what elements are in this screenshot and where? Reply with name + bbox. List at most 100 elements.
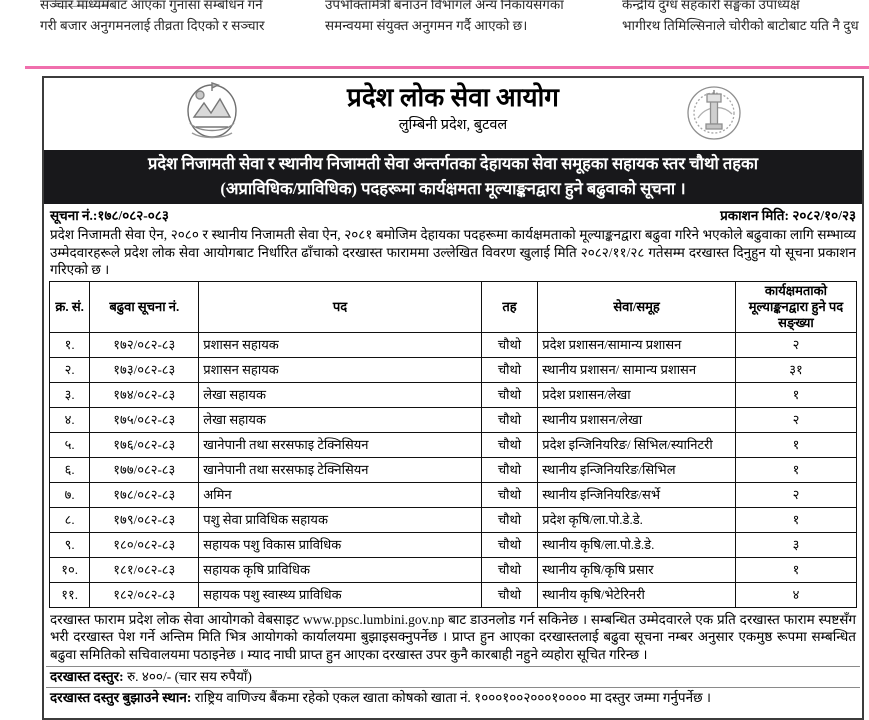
nepal-emblem-icon [187, 82, 237, 139]
newspaper-column-3: केन्द्रीय दुग्ध सहकारी सङ्घका उपाध्यक्ष … [622, 0, 869, 36]
notice-title-line1: प्रदेश निजामती सेवा र स्थानीय निजामती से… [147, 154, 759, 173]
table-row: ९. १८०/०८२-८३ सहायक पशु विकास प्राविधिक चौथ… [48, 531, 858, 558]
table-cell: २ [734, 481, 858, 508]
newspaper-text: गरी बजार अनुगमनलाई तीव्रता दिएको र सञ्चा… [40, 18, 265, 33]
table-cell: ५. [48, 431, 91, 458]
table-cell: चौथो [480, 431, 539, 458]
table-row: १०. १८१/०८२-८३ सहायक कृषि प्राविधिक चौथो स्थ… [48, 556, 858, 583]
table-cell: १७६/०८२-८३ [89, 431, 200, 458]
payment-value: राष्ट्रिय वाणिज्य बैंकमा रहेको एकल खाता … [191, 689, 712, 705]
table-row: ४. १७५/०८२-८३ लेखा सहायक चौथो स्थानीय प्रशास… [48, 406, 858, 433]
notice-number: सूचना नं.:१७८/०८२-०८३ [50, 208, 169, 223]
newspaper-text: भागीरथ तिमिल्सिनाले चोरीको बाटोबाट यति न… [622, 18, 859, 33]
payment-location-line: दरखास्त दस्तुर बुझाउने स्थान: राष्ट्रिय … [44, 688, 862, 708]
table-cell: ३. [48, 381, 91, 408]
meta-row: सूचना नं.:१७८/०८२-०८३ प्रकाशन मिति: २०८२… [44, 204, 862, 225]
newspaper-text: उपभोक्तामैत्री बनाउन विभागले अन्य निकायस… [325, 0, 564, 12]
table-cell: चौथो [480, 406, 539, 433]
table-cell: १७५/०८२-८३ [89, 406, 200, 433]
newspaper-text: सञ्चार माध्यमबाट आएका गुनासा सम्बोधन गर्… [40, 0, 263, 12]
table-cell: प्रदेश प्रशासन/लेखा [537, 381, 736, 408]
commission-name: प्रदेश लोक सेवा आयोग [347, 83, 559, 112]
table-header-cell: क्र. सं. [48, 280, 91, 333]
table-cell: २ [734, 406, 858, 433]
table-cell: ३ [734, 531, 858, 558]
table-header-cell: सेवा/समूह [537, 280, 736, 333]
table-cell: लेखा सहायक [198, 381, 482, 408]
table-cell: स्थानीय कृषि/ला.पो.डे.डे. [537, 531, 736, 558]
table-cell: चौथो [480, 506, 539, 533]
table-cell: प्रदेश कृषि/ला.पो.डे.डे. [537, 506, 736, 533]
table-header-cell: पद [198, 280, 482, 333]
table-cell: चौथो [480, 456, 539, 483]
table-header-cell: बढुवा सूचना नं. [89, 280, 200, 333]
commission-seal-icon [687, 86, 741, 140]
table-cell: १७३/०८२-८३ [89, 356, 200, 383]
table-header-cell: कार्यक्षमताको मूल्याङ्कनद्वारा हुने पद स… [734, 280, 858, 333]
outro-paragraph: दरखास्त फाराम प्रदेश लोक सेवा आयोगको वेब… [50, 611, 856, 662]
table-cell: १७२/०८२-८३ [89, 331, 200, 358]
table-cell: अमिन [198, 481, 482, 508]
newspaper-text: केन्द्रीय दुग्ध सहकारी सङ्घका उपाध्यक्ष [622, 0, 800, 12]
table-header-cell: तह [480, 280, 539, 333]
pink-divider [25, 66, 869, 69]
notice-title-line2: (अप्राविधिक/प्राविधिक) पदहरूमा कार्यक्षम… [220, 179, 686, 198]
notice-title-banner: प्रदेश निजामती सेवा र स्थानीय निजामती से… [44, 150, 862, 204]
table-cell: स्थानीय इन्जिनियरिङ/सर्भे [537, 481, 736, 508]
notice-document: प्रदेश लोक सेवा आयोग लुम्बिनी प्रदेश, बु… [42, 76, 864, 720]
table-cell: १८१/०८२-८३ [89, 556, 200, 583]
table-cell: स्थानीय कृषि/भेटेरिनरी [537, 581, 736, 608]
table-cell: ६. [48, 456, 91, 483]
table-cell: लेखा सहायक [198, 406, 482, 433]
table-cell: १ [734, 506, 858, 533]
table-row: ११. १८२/०८२-८३ सहायक पशु स्वास्थ्य प्राविध… [48, 581, 858, 608]
table-cell: १ [734, 431, 858, 458]
table-row: २. १७३/०८२-८३ प्रशासन सहायक चौथो स्थानीय प्र… [48, 356, 858, 383]
table-cell: ४. [48, 406, 91, 433]
commission-address: लुम्बिनी प्रदेश, बुटवल [398, 117, 508, 133]
table-cell: स्थानीय इन्जिनियरिङ/सिभिल [537, 456, 736, 483]
table-cell: स्थानीय कृषि/कृषि प्रसार [537, 556, 736, 583]
table-cell: खानेपानी तथा सरसफाइ टेक्निसियन [198, 431, 482, 458]
table-cell: २. [48, 356, 91, 383]
cropped-ui-fragment [55, 0, 109, 7]
document-header: प्रदेश लोक सेवा आयोग लुम्बिनी प्रदेश, बु… [44, 78, 862, 150]
table-cell: प्रशासन सहायक [198, 356, 482, 383]
table-cell: १८०/०८२-८३ [89, 531, 200, 558]
table-cell: ८. [48, 506, 91, 533]
table-cell: चौथो [480, 331, 539, 358]
table-cell: प्रदेश इन्जिनियरिङ/ सिभिल/स्यानिटरी [537, 431, 736, 458]
table-cell: प्रदेश प्रशासन/सामान्य प्रशासन [537, 331, 736, 358]
publish-date: प्रकाशन मिति: २०८२/१०/२३ [720, 208, 856, 223]
application-fee-line: दरखास्त दस्तुर: रु. ४००/- (चार सय रुपैया… [44, 667, 862, 687]
table-cell: सहायक पशु विकास प्राविधिक [198, 531, 482, 558]
table-cell: चौथो [480, 381, 539, 408]
vacancy-table: क्र. सं. बढुवा सूचना नं. पद तह सेवा/समूह कार्… [48, 280, 858, 608]
table-cell: चौथो [480, 481, 539, 508]
table-row: ५. १७६/०८२-८३ खानेपानी तथा सरसफाइ टेक्निसि… [48, 431, 858, 458]
table-cell: १ [734, 381, 858, 408]
table-cell: १७८/०८२-८३ [89, 481, 200, 508]
table-cell: १७७/०८२-८३ [89, 456, 200, 483]
table-cell: १७४/०८२-८३ [89, 381, 200, 408]
table-cell: २ [734, 331, 858, 358]
newspaper-strip: सञ्चार माध्यमबाट आएका गुनासा सम्बोधन गर्… [0, 0, 869, 46]
table-cell: खानेपानी तथा सरसफाइ टेक्निसियन [198, 456, 482, 483]
table-cell: ७. [48, 481, 91, 508]
table-cell: ११. [48, 581, 91, 608]
table-cell: ४ [734, 581, 858, 608]
intro-paragraph: प्रदेश निजामती सेवा ऐन, २०८० र स्थानीय न… [50, 227, 856, 278]
table-cell: प्रशासन सहायक [198, 331, 482, 358]
table-cell: पशु सेवा प्राविधिक सहायक [198, 506, 482, 533]
table-cell: १७९/०८२-८३ [89, 506, 200, 533]
table-row: ८. १७९/०८२-८३ पशु सेवा प्राविधिक सहायक चौथो… [48, 506, 858, 533]
table-cell: स्थानीय प्रशासन/ सामान्य प्रशासन [537, 356, 736, 383]
table-row: ६. १७७/०८२-८३ खानेपानी तथा सरसफाइ टेक्निसि… [48, 456, 858, 483]
newspaper-text: समन्वयमा संयुक्त अनुगमन गर्दै आएको छ। [325, 18, 528, 33]
table-row: ७. १७८/०८२-८३ अमिन चौथो स्थानीय इन्जिनियरिङ/… [48, 481, 858, 508]
table-cell: १. [48, 331, 91, 358]
table-cell: १ [734, 556, 858, 583]
table-cell: चौथो [480, 531, 539, 558]
fee-label: दरखास्त दस्तुर: [50, 668, 124, 684]
divider [46, 665, 860, 667]
